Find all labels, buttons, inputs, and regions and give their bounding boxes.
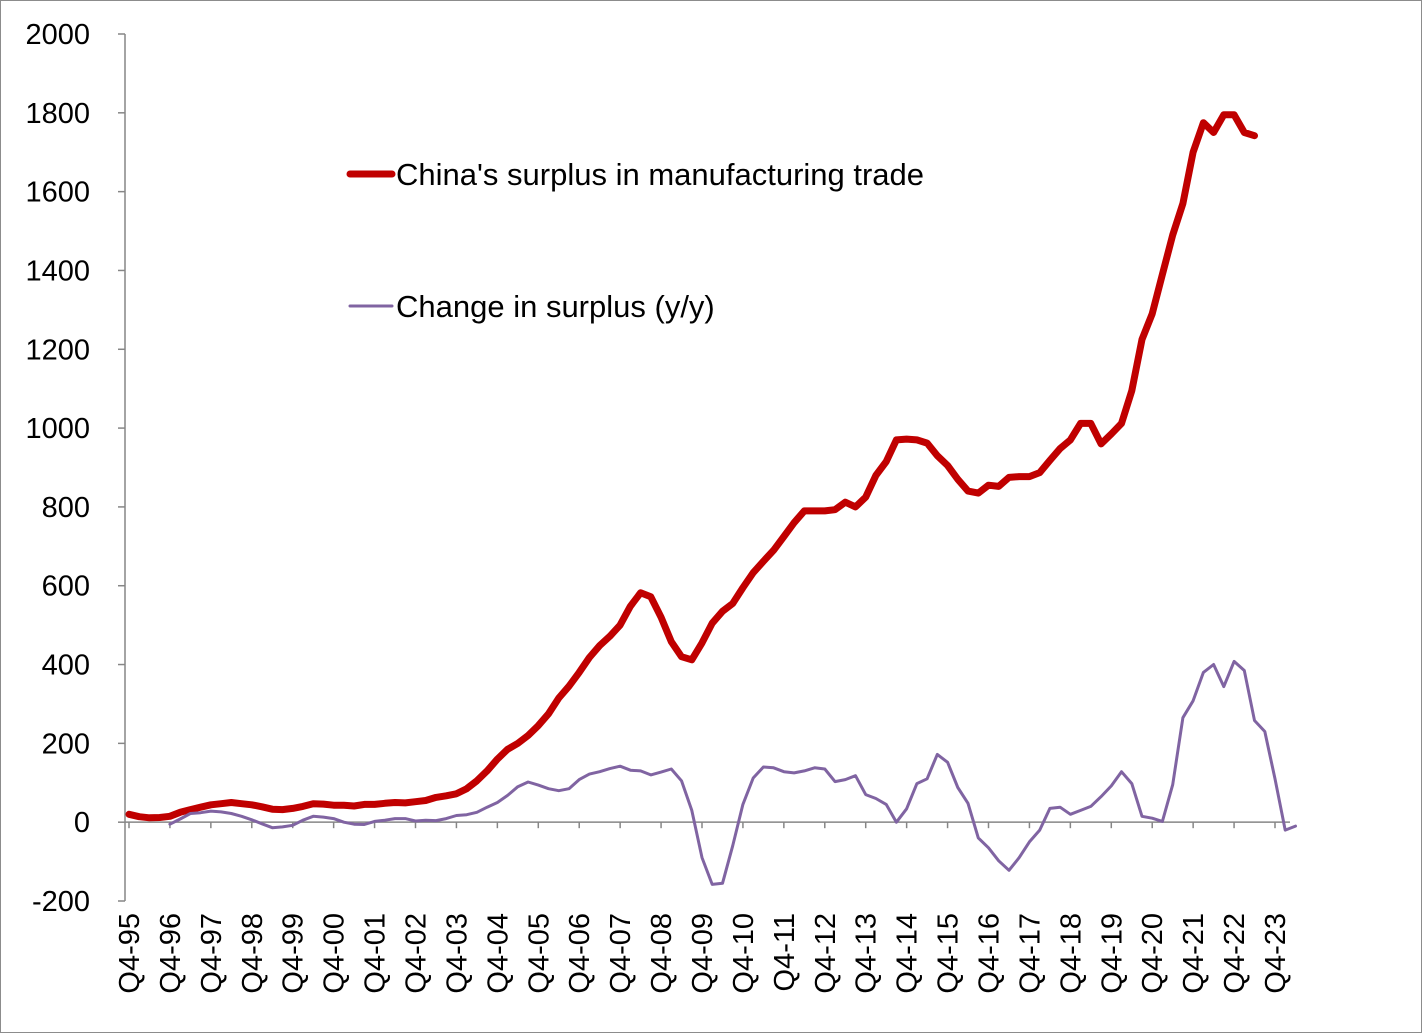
y-tick-label: 1000 bbox=[25, 413, 90, 445]
x-tick-label: Q4-95 bbox=[114, 913, 146, 994]
x-tick-label: Q4-06 bbox=[564, 913, 596, 994]
x-tick-label: Q4-13 bbox=[851, 913, 883, 994]
legend: China's surplus in manufacturing trade C… bbox=[346, 157, 924, 324]
y-tick-label: 1400 bbox=[25, 255, 90, 287]
y-tick-label: 0 bbox=[74, 807, 90, 839]
x-tick-label: Q4-18 bbox=[1055, 913, 1087, 994]
x-tick-label: Q4-02 bbox=[401, 913, 433, 994]
x-tick-label: Q4-17 bbox=[1014, 913, 1046, 994]
x-tick-label: Q4-10 bbox=[728, 913, 760, 994]
series-lines bbox=[125, 111, 1297, 886]
legend-label-change: Change in surplus (y/y) bbox=[396, 289, 715, 324]
x-tick-label: Q4-98 bbox=[237, 913, 269, 994]
y-tick-label: 2000 bbox=[25, 19, 90, 51]
series-line-surplus bbox=[125, 111, 1258, 822]
x-tick-label: Q4-20 bbox=[1137, 913, 1169, 994]
x-tick-label: Q4-04 bbox=[482, 913, 514, 994]
x-tick-label: Q4-14 bbox=[892, 913, 924, 994]
x-tick-label: Q4-15 bbox=[933, 913, 965, 994]
x-tick-label: Q4-09 bbox=[687, 913, 719, 994]
x-tick-label: Q4-00 bbox=[319, 913, 351, 994]
y-tick-label: 1800 bbox=[25, 98, 90, 130]
x-tick-label: Q4-19 bbox=[1096, 913, 1128, 994]
legend-label-surplus: China's surplus in manufacturing trade bbox=[396, 157, 924, 192]
x-tick-label: Q4-22 bbox=[1219, 913, 1251, 994]
axes: 2000180016001400120010008006004002000-20… bbox=[25, 19, 1292, 994]
y-tick-label: 400 bbox=[42, 650, 90, 682]
y-tick-label: 600 bbox=[42, 571, 90, 603]
x-tick-label: Q4-99 bbox=[278, 913, 310, 994]
x-tick-label: Q4-01 bbox=[360, 913, 392, 994]
series-line-change bbox=[168, 659, 1297, 886]
x-tick-label: Q4-05 bbox=[523, 913, 555, 994]
x-tick-label: Q4-23 bbox=[1260, 913, 1292, 994]
x-tick-label: Q4-97 bbox=[196, 913, 228, 994]
x-tick-label: Q4-16 bbox=[974, 913, 1006, 994]
y-tick-label: 200 bbox=[42, 728, 90, 760]
y-tick-label: 1600 bbox=[25, 177, 90, 209]
x-tick-label: Q4-12 bbox=[810, 913, 842, 994]
y-tick-label: 1200 bbox=[25, 334, 90, 366]
y-tick-label: -200 bbox=[32, 886, 90, 918]
x-tick-label: Q4-11 bbox=[769, 913, 801, 991]
x-tick-label: Q4-21 bbox=[1178, 913, 1210, 994]
x-tick-label: Q4-07 bbox=[605, 913, 637, 994]
x-tick-label: Q4-96 bbox=[155, 913, 187, 994]
x-tick-label: Q4-08 bbox=[646, 913, 678, 994]
x-tick-label: Q4-03 bbox=[441, 913, 473, 994]
y-tick-label: 800 bbox=[42, 492, 90, 524]
